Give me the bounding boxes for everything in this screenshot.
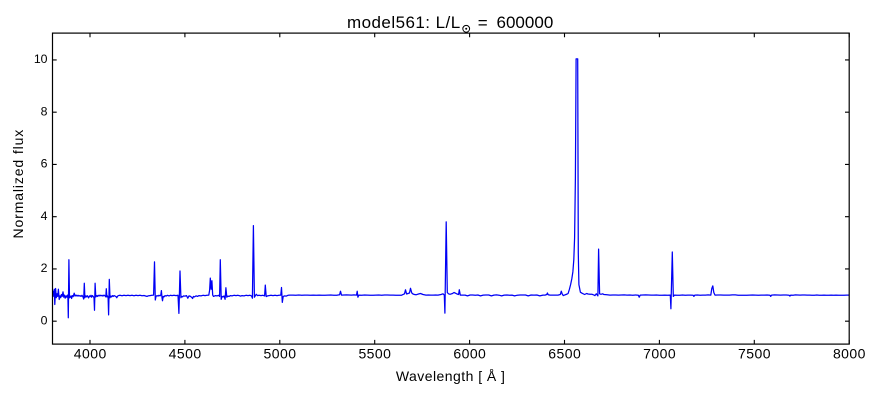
svg-text:Normalized flux: Normalized flux xyxy=(10,130,26,239)
svg-text:=: = xyxy=(478,14,488,33)
svg-text:6000: 6000 xyxy=(453,345,486,361)
svg-text:7000: 7000 xyxy=(643,345,676,361)
svg-text:600000: 600000 xyxy=(497,13,554,32)
svg-text:2: 2 xyxy=(41,261,48,275)
svg-text:5000: 5000 xyxy=(264,345,297,361)
svg-text:4000: 4000 xyxy=(74,345,107,361)
svg-text:0: 0 xyxy=(41,314,48,328)
svg-text:6: 6 xyxy=(41,157,48,171)
svg-text:4500: 4500 xyxy=(169,345,202,361)
svg-text:10: 10 xyxy=(34,52,48,66)
svg-text:8000: 8000 xyxy=(833,345,866,361)
svg-text:model561: L/L: model561: L/L xyxy=(347,13,460,32)
svg-text:4: 4 xyxy=(41,209,48,223)
svg-text:8: 8 xyxy=(41,105,48,119)
svg-text:5500: 5500 xyxy=(358,345,391,361)
svg-text:7500: 7500 xyxy=(738,345,771,361)
svg-text:6500: 6500 xyxy=(548,345,581,361)
svg-text:Wavelength [ Å ]: Wavelength [ Å ] xyxy=(396,368,505,384)
